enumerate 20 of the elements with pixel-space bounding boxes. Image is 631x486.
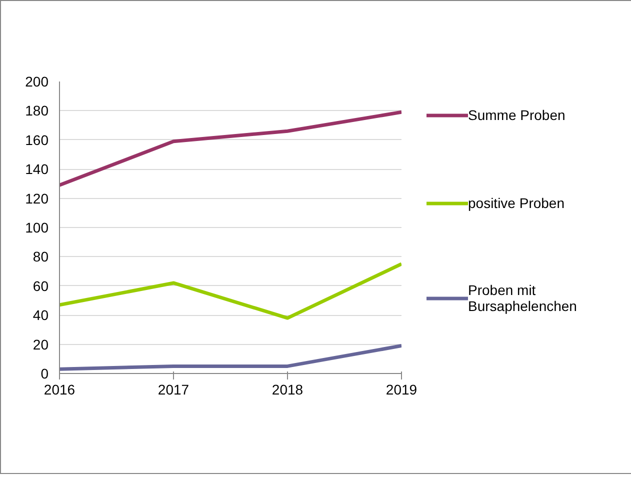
y-tick-label: 140 <box>25 161 49 178</box>
legend-label: positive Proben <box>468 194 565 212</box>
x-tick-label: 2016 <box>44 382 76 398</box>
y-tick-label: 100 <box>25 220 49 236</box>
y-tick-label: 120 <box>25 190 49 206</box>
y-tick-label: 40 <box>32 307 49 324</box>
y-tick-label: 20 <box>32 336 49 352</box>
y-tick-label: 60 <box>32 278 49 294</box>
legend-label: Proben mit Bursaphelenchen <box>468 282 577 314</box>
legend-label: Summe Proben <box>468 106 566 124</box>
line-series <box>60 262 402 320</box>
x-tick-label: 2018 <box>272 382 304 398</box>
y-tick-label: 80 <box>32 248 49 265</box>
y-tick-label: 160 <box>25 132 49 148</box>
x-tick-label: 2019 <box>386 382 418 398</box>
y-tick-label: 0 <box>40 366 49 382</box>
y-tick-label: 180 <box>25 102 49 119</box>
x-tick-label: 2017 <box>158 382 190 398</box>
line-series <box>60 110 402 187</box>
y-tick-label: 200 <box>25 74 49 90</box>
